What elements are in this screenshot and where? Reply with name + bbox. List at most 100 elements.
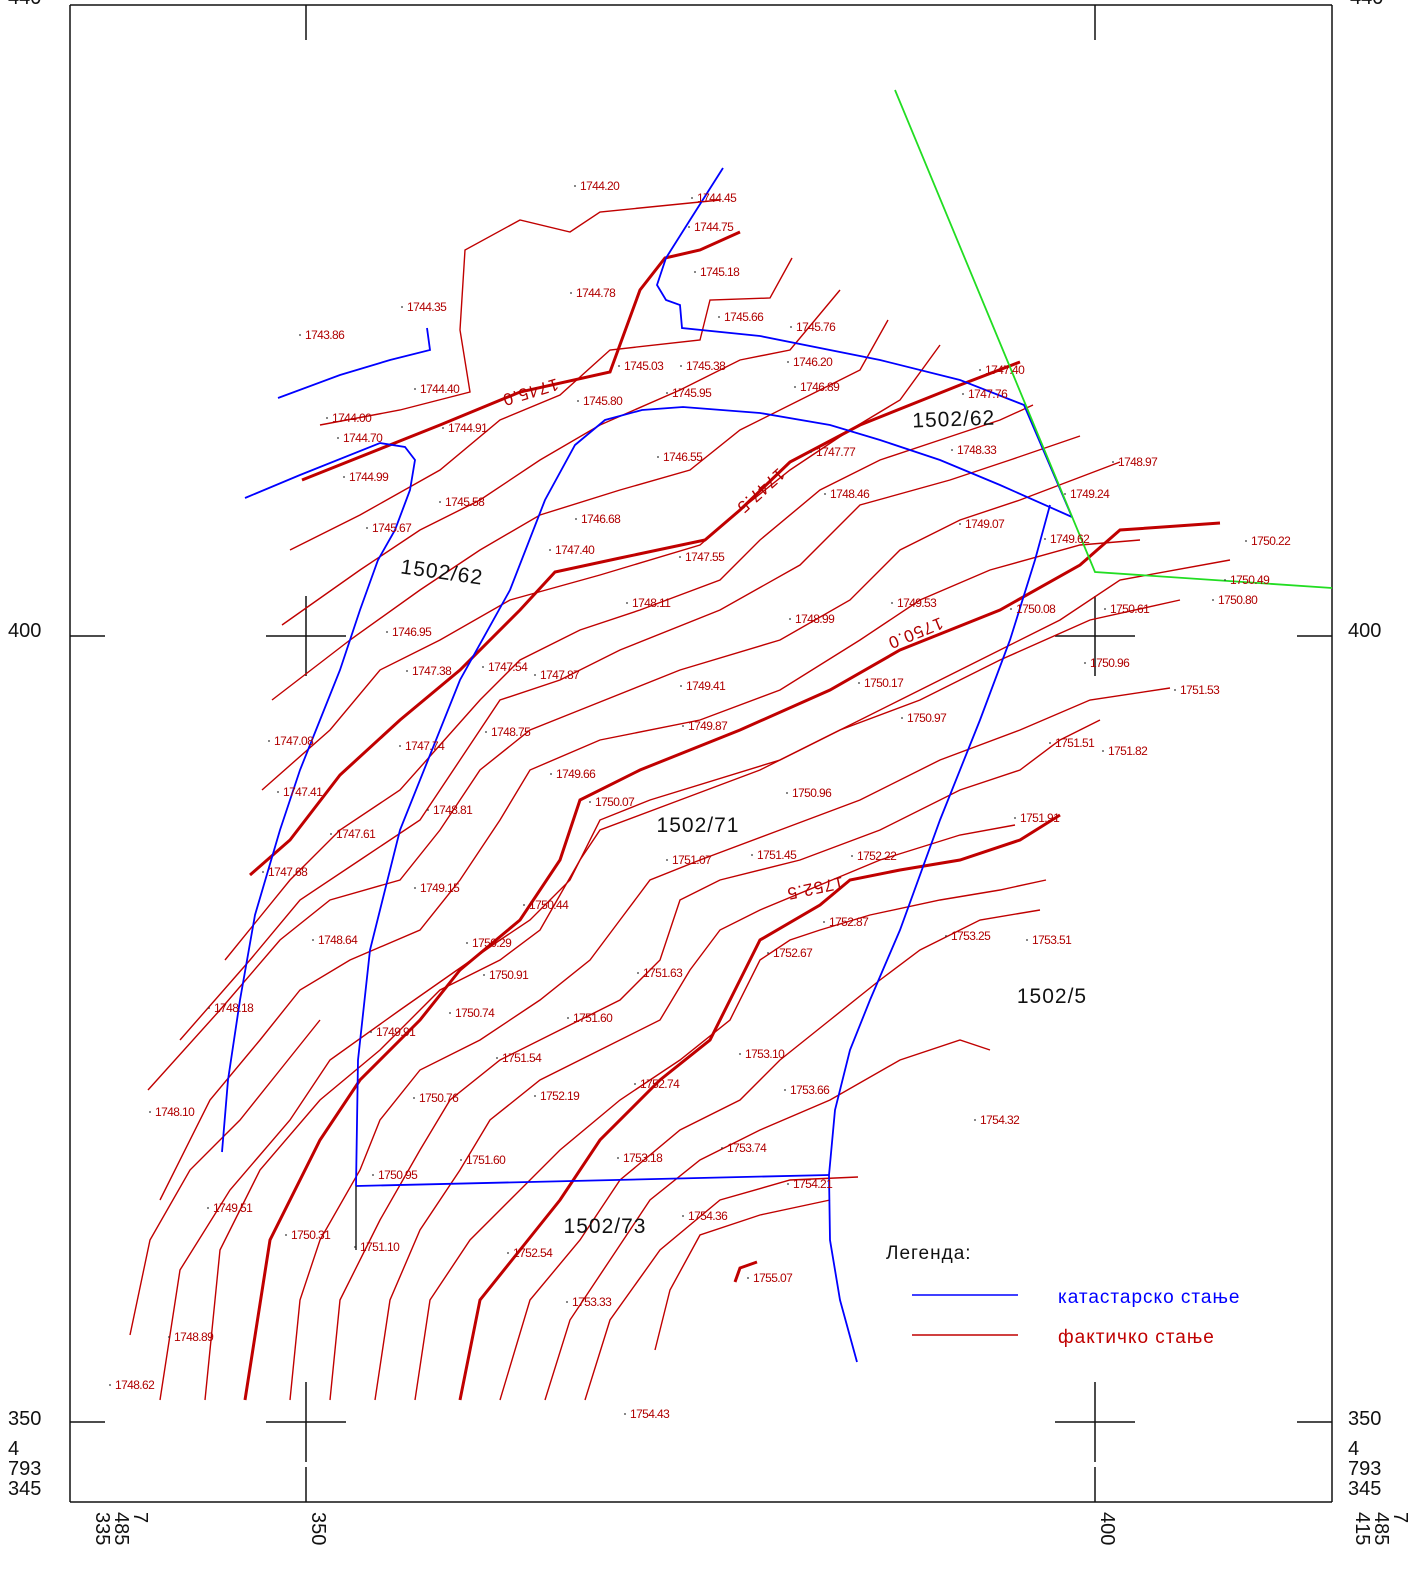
spot-point [1084,662,1086,664]
spot-point [891,602,893,604]
spot-point [951,449,953,451]
spot-point [208,1007,210,1009]
spot-height: 1751.53 [1180,683,1220,697]
spot-height: 1751.82 [1108,744,1148,758]
spot-point [575,518,577,520]
spot-height: 1750.76 [419,1091,459,1105]
spot-height: 1749.15 [420,881,460,895]
coordinate-label: 793 [1348,1458,1381,1480]
spot-height: 1748.99 [795,612,835,626]
spot-point [794,386,796,388]
spot-height: 1755.07 [753,1271,793,1285]
spot-point [789,618,791,620]
spot-height: 1750.96 [1090,656,1130,670]
spot-point [666,392,668,394]
spot-height: 1748.81 [433,803,473,817]
spot-height: 1753.51 [1032,933,1072,947]
spot-height: 1750.44 [529,898,569,912]
parcel-number: 1502/62 [912,407,996,433]
spot-height: 1744.00 [332,411,372,425]
spot-height: 1753.10 [745,1047,785,1061]
boundary-line [895,90,1332,588]
spot-height: 1747.41 [283,785,323,799]
spot-height: 1751.63 [643,966,683,980]
spot-height: 1746.20 [793,355,833,369]
coordinate-label: 345 [1348,1478,1381,1500]
contour-line [282,290,840,625]
spot-point [959,523,961,525]
spot-point [962,393,964,395]
spot-point [624,1413,626,1415]
coordinate-label: 440 [1350,0,1383,9]
map: 1744.201744.451744.751745.181744.781744.… [0,0,1423,1596]
spot-point [483,974,485,976]
spot-height: 1750.22 [1251,534,1291,548]
spot-height: 1745.03 [624,359,664,373]
spot-height: 1747.40 [985,363,1025,377]
spot-height: 1745.95 [672,386,712,400]
spot-height: 1750.74 [455,1006,495,1020]
spot-height: 1754.21 [793,1177,833,1191]
parcel-number: 1502/62 [399,555,484,589]
spot-point [1026,939,1028,941]
spot-point [413,1097,415,1099]
spot-point [449,1012,451,1014]
spot-point [747,1277,749,1279]
spot-height: 1750.61 [1110,602,1150,616]
spot-point [285,1234,287,1236]
contour-line [130,1020,320,1335]
page: {"coordinates": {"top_left": "440", "top… [0,0,1423,1596]
spot-height: 1752.54 [513,1246,553,1260]
spot-point [414,887,416,889]
spot-height: 1750.97 [907,711,947,725]
spot-point [851,855,853,857]
spot-height: 1745.67 [372,521,412,535]
spot-point [1245,540,1247,542]
spot-point [858,682,860,684]
spot-height: 1748.18 [214,1001,254,1015]
cadastral-boundary [356,1175,829,1186]
contour-label: 1750.0 [885,613,946,652]
spot-point [787,361,789,363]
legend-label: катастарско стање [1058,1287,1241,1308]
legend-label: фактичко стање [1058,1327,1215,1348]
spot-point [570,292,572,294]
spot-height: 1749.24 [1070,487,1110,501]
coordinate-label: 335 [91,1512,113,1545]
spot-height: 1745.66 [724,310,764,324]
grid-cross [266,1382,346,1462]
spot-point [751,854,753,856]
spot-point [721,1147,723,1149]
spot-height: 1747.87 [540,668,580,682]
spot-point [767,952,769,954]
spot-point [1010,608,1012,610]
spot-height: 1750.08 [1016,602,1056,616]
spot-point [401,306,403,308]
spot-height: 1748.33 [957,443,997,457]
spot-height: 1749.66 [556,767,596,781]
coordinate-label: 350 [307,1512,329,1545]
spot-height: 1747.77 [816,445,856,459]
coordinate-label: 400 [8,620,41,642]
spot-point [1224,579,1226,581]
spot-height: 1745.76 [796,320,836,334]
parcel-number: 1502/73 [564,1215,647,1238]
spot-height: 1751.91 [1020,811,1060,825]
spot-point [589,801,591,803]
spot-height: 1750.91 [489,968,529,982]
spot-point [354,1246,356,1248]
spot-height: 1746.68 [581,512,621,526]
spot-point [343,476,345,478]
spot-height: 1753.74 [727,1141,767,1155]
contour-line [415,880,1046,1400]
spot-height: 1751.45 [757,848,797,862]
coordinate-label: 350 [1348,1408,1381,1430]
spot-point [507,1252,509,1254]
spot-height: 1749.62 [1050,532,1090,546]
spot-point [688,226,690,228]
spot-point [694,271,696,273]
contour-line [290,688,1170,1400]
spot-height: 1748.11 [632,596,671,610]
spot-point [460,1159,462,1161]
spot-point [262,871,264,873]
